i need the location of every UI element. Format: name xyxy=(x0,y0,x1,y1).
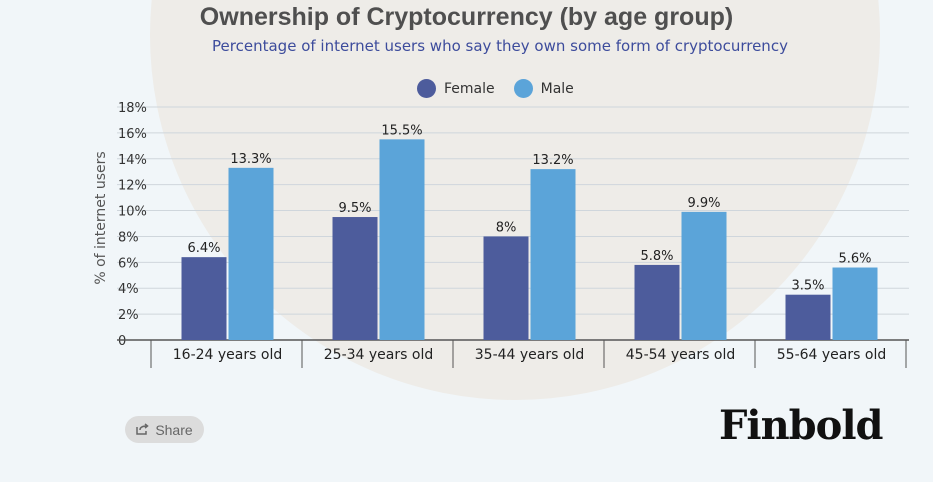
bar-data-label: 3.5% xyxy=(791,279,824,294)
bar-male xyxy=(228,167,274,340)
bar-data-label: 9.5% xyxy=(338,201,371,216)
share-label: Share xyxy=(155,421,193,438)
chart-subtitle: Percentage of internet users who say the… xyxy=(212,37,788,55)
legend-item-male[interactable]: Male xyxy=(513,79,574,98)
y-tick-label: 10% xyxy=(118,205,147,220)
legend-item-female[interactable]: Female xyxy=(417,79,495,98)
bar-data-label: 5.6% xyxy=(838,252,871,267)
legend: Female Male xyxy=(417,79,586,98)
bar-data-label: 8% xyxy=(496,220,517,235)
finbold-logo: Finbold xyxy=(719,402,883,449)
x-tick-label: 25-34 years old xyxy=(324,347,433,363)
legend-swatch-female xyxy=(417,79,436,98)
bar-female xyxy=(483,236,529,340)
bar-male xyxy=(681,211,727,340)
bar-male xyxy=(530,169,576,340)
bar-female xyxy=(785,294,831,340)
x-tick-label: 35-44 years old xyxy=(475,347,584,363)
bar-data-label: 5.8% xyxy=(640,249,673,264)
x-tick-label: 45-54 years old xyxy=(626,347,735,363)
bar-data-label: 13.2% xyxy=(532,153,573,168)
bar-female xyxy=(332,217,378,340)
bar-female xyxy=(634,264,680,340)
legend-label-female: Female xyxy=(444,80,495,97)
legend-swatch-male xyxy=(513,79,533,98)
legend-label-male: Male xyxy=(540,80,574,97)
bar-male xyxy=(379,139,425,340)
y-tick-label: 12% xyxy=(118,179,147,194)
y-tick-label: 18% xyxy=(118,101,147,116)
bar-data-label: 6.4% xyxy=(187,241,220,256)
y-tick-label: 8% xyxy=(118,230,139,245)
y-tick-label: 4% xyxy=(118,282,139,297)
share-button[interactable]: Share xyxy=(125,416,204,443)
chart-title: Ownership of Cryptocurrency (by age grou… xyxy=(199,3,734,31)
bar-data-label: 15.5% xyxy=(381,123,422,138)
bar-data-label: 9.9% xyxy=(687,196,720,211)
x-tick-label: 55-64 years old xyxy=(777,347,886,363)
share-icon xyxy=(136,422,150,438)
y-tick-label: 16% xyxy=(118,127,147,142)
bar-data-label: 13.3% xyxy=(230,152,271,167)
bar-male xyxy=(832,267,878,340)
y-tick-label: 14% xyxy=(118,153,147,168)
x-tick-label: 16-24 years old xyxy=(173,347,282,363)
y-tick-label: 2% xyxy=(118,308,139,323)
y-tick-label: 6% xyxy=(118,256,139,271)
bar-female xyxy=(181,257,227,340)
y-tick-label: 0 xyxy=(118,334,126,349)
